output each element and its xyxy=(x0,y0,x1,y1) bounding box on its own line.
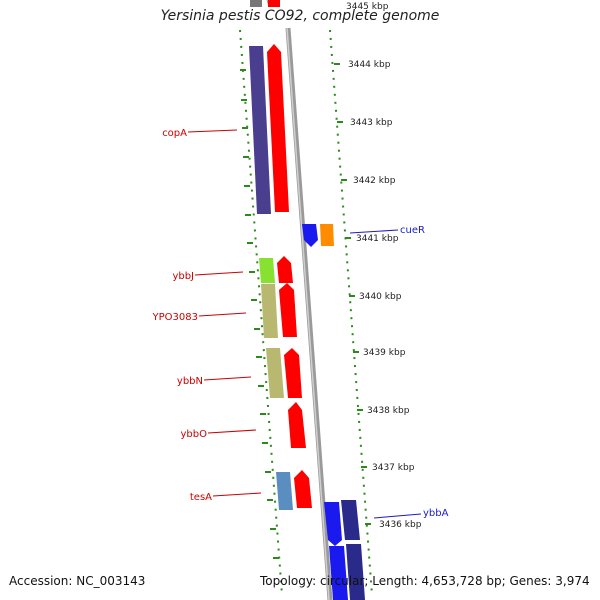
topology-summary-text: Topology: circular; Length: 4,653,728 bp… xyxy=(260,574,590,588)
right-tick-marks xyxy=(334,63,371,525)
scale-label-3444: 3444 kbp xyxy=(348,60,391,70)
scale-label-3437: 3437 kbp xyxy=(372,463,415,473)
gene-ybbA-neighbor[interactable] xyxy=(341,500,360,540)
scale-label-3443: 3443 kbp xyxy=(350,118,393,128)
gene-ybbJ[interactable] xyxy=(259,258,275,283)
gene-label-ybbN[interactable]: ybbN xyxy=(177,376,203,387)
scale-label-3445: 3445 kbp xyxy=(346,2,389,12)
gene-top-rev[interactable] xyxy=(250,0,262,7)
gene-ybbA-neighbor-lower[interactable] xyxy=(346,544,365,600)
gene-ybbO[interactable] xyxy=(288,402,306,448)
gene-tesA[interactable] xyxy=(276,472,293,510)
accession-text: Accession: NC_003143 xyxy=(9,574,146,588)
left-track-guide xyxy=(239,29,283,596)
scale-label-3440: 3440 kbp xyxy=(359,292,402,302)
scale-label-3436: 3436 kbp xyxy=(379,520,422,530)
gene-cueR[interactable] xyxy=(302,224,318,247)
gene-ybbN[interactable] xyxy=(266,348,284,398)
scale-label-3438: 3438 kbp xyxy=(367,406,410,416)
gene-label-copA[interactable]: copA xyxy=(162,128,187,139)
gene-label-ybbJ[interactable]: ybbJ xyxy=(172,271,194,282)
scale-label-3442: 3442 kbp xyxy=(353,176,396,186)
gene-label-ybbO[interactable]: ybbO xyxy=(181,429,208,440)
genome-backbone-highlight xyxy=(286,27,330,600)
gene-label-cueR[interactable]: cueR xyxy=(400,225,425,236)
gene-YPO3083[interactable] xyxy=(261,284,278,338)
scale-label-3441: 3441 kbp xyxy=(356,234,399,244)
genome-backbone xyxy=(285,27,333,600)
gene-ybbA-lower[interactable] xyxy=(329,546,348,600)
gene-copA-forward[interactable] xyxy=(267,44,289,212)
gene-YPO3083-forward[interactable] xyxy=(279,283,297,337)
gene-copA[interactable] xyxy=(249,46,271,214)
gene-top-fwd[interactable] xyxy=(268,0,280,7)
gene-ybbJ-forward[interactable] xyxy=(277,256,293,283)
left-tick-marks xyxy=(240,69,279,559)
label-leaders xyxy=(187,129,422,519)
genome-title: Yersinia pestis CO92, complete genome xyxy=(160,8,440,24)
gene-label-YPO3083[interactable]: YPO3083 xyxy=(152,312,198,323)
gene-ybbA[interactable] xyxy=(324,502,342,546)
gene-tesA-forward[interactable] xyxy=(294,470,312,508)
scale-label-3439: 3439 kbp xyxy=(363,348,406,358)
gene-ybbN-forward[interactable] xyxy=(284,348,302,398)
right-track-guide xyxy=(329,29,373,596)
gene-cueR-adjacent[interactable] xyxy=(320,224,334,246)
gene-label-tesA[interactable]: tesA xyxy=(190,492,212,503)
gene-label-ybbA[interactable]: ybbA xyxy=(423,508,449,519)
